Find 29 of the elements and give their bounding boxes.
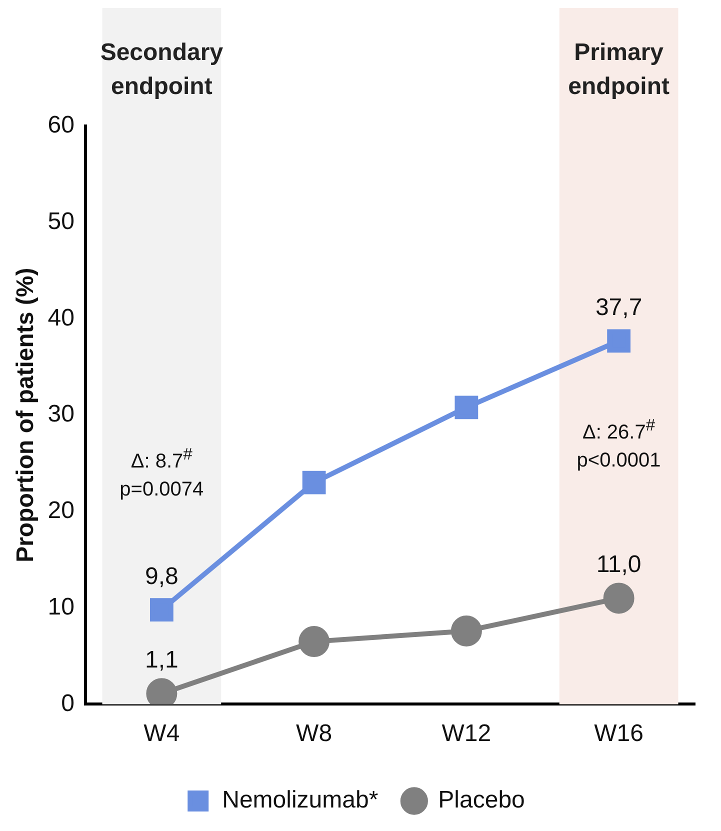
y-tick-label: 20 [48,497,74,524]
point [454,396,478,420]
y-tick-label: 40 [48,304,74,332]
point [298,626,330,658]
legend-label: Nemolizumab* [222,786,378,814]
point [450,615,482,646]
x-tick-label: W8 [296,720,332,748]
x-tick-label: W16 [594,720,644,748]
y-tick-label: 10 [48,593,74,620]
data-label: 1,1 [145,646,178,674]
point [607,329,631,353]
point [603,582,634,614]
point [302,470,326,494]
legend-label: Placebo [438,786,525,814]
point [150,598,174,622]
band-label: Primary endpoint [568,39,670,100]
data-label: 11,0 [596,551,642,578]
data-label: 37,7 [595,294,642,321]
x-tick-label: W4 [144,720,180,748]
band-label: Secondary endpoint [100,39,224,100]
y-tick-label: 60 [48,112,74,139]
annotation: Δ: 8.7$^{#}$ p=0.0074 [120,444,204,502]
annotation: Δ: 26.7$^{#}$ p<0.0001 [576,414,661,474]
y-tick-label: 30 [48,400,74,428]
data-label: 9,8 [145,562,178,590]
y-tick-label: 0 [61,690,74,717]
y-tick-label: 50 [48,208,74,235]
y-axis-title: Proportion of patients (%) [12,268,40,562]
x-tick-label: W12 [442,720,492,748]
